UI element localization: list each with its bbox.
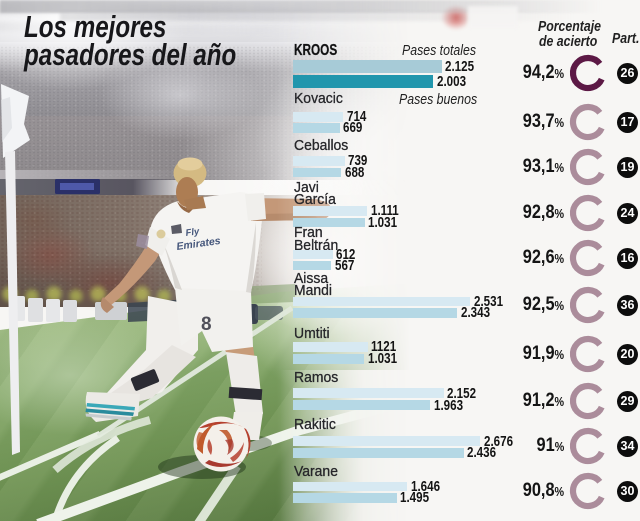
- svg-text:Fly: Fly: [185, 226, 201, 239]
- svg-text:8: 8: [201, 314, 212, 335]
